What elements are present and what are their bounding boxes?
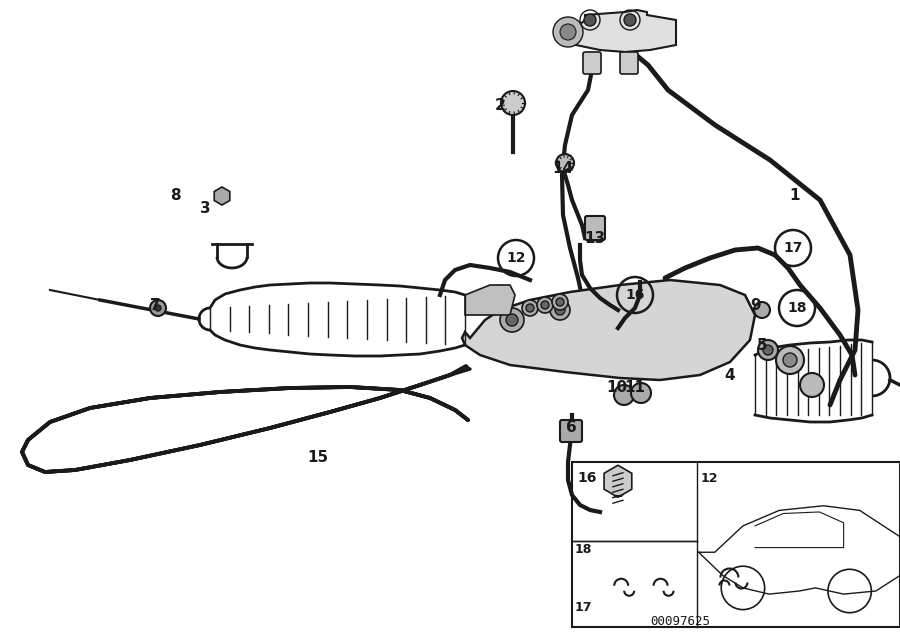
Text: 17: 17 — [575, 601, 592, 613]
Text: 8: 8 — [170, 187, 180, 203]
Circle shape — [550, 300, 570, 320]
Text: 14: 14 — [553, 161, 573, 176]
FancyBboxPatch shape — [560, 420, 582, 442]
Circle shape — [624, 14, 636, 26]
Polygon shape — [465, 285, 515, 315]
Text: 2: 2 — [495, 97, 506, 113]
Text: 4: 4 — [724, 368, 735, 382]
Circle shape — [800, 373, 824, 397]
Text: 13: 13 — [584, 231, 606, 245]
Circle shape — [776, 346, 804, 374]
Text: 6: 6 — [565, 420, 576, 436]
Circle shape — [506, 314, 518, 326]
Text: 7: 7 — [149, 297, 160, 313]
Circle shape — [763, 345, 773, 355]
Circle shape — [150, 300, 166, 316]
Text: 17: 17 — [783, 241, 803, 255]
Text: 16: 16 — [626, 288, 644, 302]
Circle shape — [552, 294, 568, 310]
Text: 12: 12 — [700, 472, 718, 485]
Text: 12: 12 — [506, 251, 526, 265]
Circle shape — [541, 301, 549, 309]
Text: 18: 18 — [575, 543, 592, 556]
Circle shape — [754, 302, 770, 318]
Text: 00097625: 00097625 — [650, 615, 710, 628]
Circle shape — [783, 353, 797, 367]
Text: 15: 15 — [308, 450, 328, 466]
Circle shape — [556, 154, 574, 172]
FancyBboxPatch shape — [583, 52, 601, 74]
Text: 11: 11 — [625, 380, 645, 396]
Circle shape — [560, 24, 576, 40]
Circle shape — [584, 14, 596, 26]
Text: 10: 10 — [607, 380, 627, 396]
Polygon shape — [576, 10, 676, 52]
Circle shape — [526, 304, 534, 312]
Text: 16: 16 — [577, 471, 597, 485]
Circle shape — [155, 305, 161, 311]
Circle shape — [631, 383, 651, 403]
Text: 5: 5 — [757, 338, 768, 352]
Circle shape — [553, 17, 583, 47]
FancyBboxPatch shape — [620, 52, 638, 74]
Text: 18: 18 — [788, 301, 806, 315]
Circle shape — [555, 305, 565, 315]
Circle shape — [758, 340, 778, 360]
Circle shape — [522, 300, 538, 316]
Text: 3: 3 — [200, 201, 211, 215]
Circle shape — [500, 308, 524, 332]
Circle shape — [614, 385, 634, 405]
Text: 9: 9 — [751, 297, 761, 313]
Circle shape — [501, 91, 525, 115]
Circle shape — [537, 297, 553, 313]
FancyBboxPatch shape — [585, 216, 605, 240]
Bar — [572, 462, 900, 627]
Polygon shape — [462, 280, 755, 380]
Circle shape — [556, 298, 564, 306]
Text: 1: 1 — [790, 187, 800, 203]
